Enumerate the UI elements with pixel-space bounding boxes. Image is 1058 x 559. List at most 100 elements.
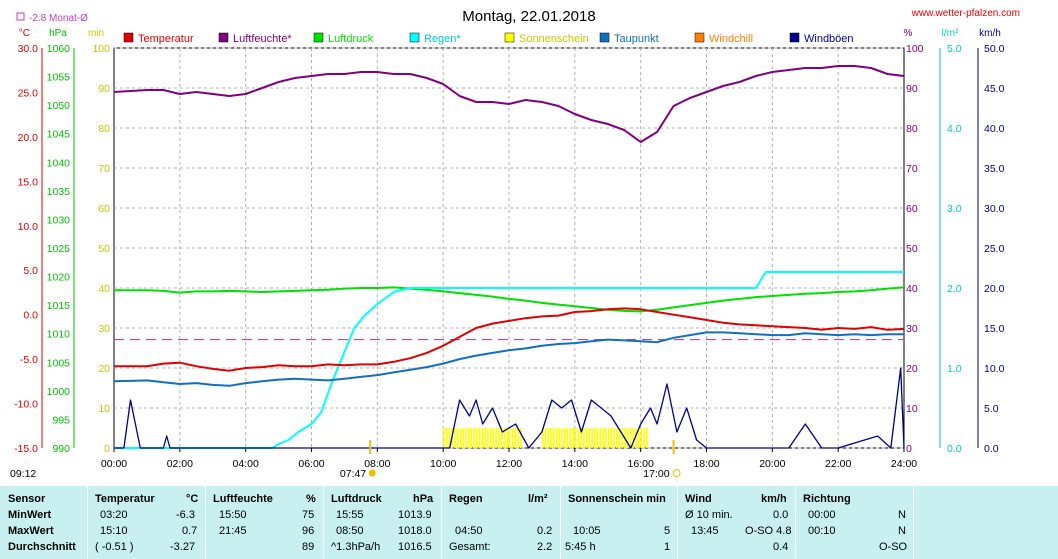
sunshine-bar xyxy=(500,428,503,448)
x-tick-label: 04:00 xyxy=(233,458,259,470)
sun-tick-label: 50 xyxy=(98,243,110,255)
pressure-tick-label: 1055 xyxy=(47,72,71,84)
temp-tick-label: 20.0 xyxy=(18,132,39,144)
avg-temp-extra: ( -0.51 ) xyxy=(95,541,134,553)
legend-label: Luftdruck xyxy=(328,33,374,45)
max-wind-time: 13:45 xyxy=(691,525,719,537)
header-temperature: Temperatur xyxy=(95,493,155,505)
sun-tick-label: 0 xyxy=(104,443,110,455)
min-temp-value: -6.3 xyxy=(176,509,195,521)
max-wind-value: O-SO 4.8 xyxy=(745,525,792,537)
sunshine-bar xyxy=(594,428,596,448)
avg-press-trend: ^1.3hPa/h xyxy=(331,541,381,553)
temp-tick-label: 0.0 xyxy=(23,310,38,322)
x-tick-label: 02:00 xyxy=(167,458,193,470)
sunshine-bar xyxy=(541,428,544,448)
header-sunshine: Sonnenschein min xyxy=(568,493,666,505)
sunshine-bar xyxy=(478,428,481,448)
sun-tick-label: 100 xyxy=(92,43,110,55)
max-rain-value: 0.2 xyxy=(537,525,553,537)
month-avg-label: -2.8 Monat-Ø xyxy=(29,13,88,24)
avg-temp-value: -3.27 xyxy=(170,541,196,553)
temp-tick-label: 10.0 xyxy=(18,221,39,233)
max-temp-value: 0.7 xyxy=(182,525,198,537)
rain-axis-unit: l/m² xyxy=(942,28,959,39)
sun-tick-label: 10 xyxy=(98,403,110,415)
sunshine-bar xyxy=(517,428,519,448)
header-pressure: Luftdruck xyxy=(331,493,382,505)
x-tick-label: 24:00 xyxy=(891,458,917,470)
series-lines xyxy=(113,65,905,449)
legend-swatch xyxy=(599,32,610,43)
wind-tick-label: 50.0 xyxy=(984,43,1005,55)
sun-tick-label: 60 xyxy=(98,203,110,215)
pressure-tick-label: 1015 xyxy=(47,300,71,312)
sunshine-bar xyxy=(637,428,640,448)
legend-swatch xyxy=(409,32,420,43)
humidity-tick-label: 20 xyxy=(906,363,918,375)
max-press-value: 1018.0 xyxy=(398,525,432,537)
pressure-tick-label: 990 xyxy=(52,443,70,455)
source-url[interactable]: www.wetter-pfalzen.com xyxy=(911,8,1020,19)
sunset-time: 17:00 xyxy=(643,468,669,480)
legend-swatch xyxy=(313,32,324,43)
sunshine-bar xyxy=(602,428,604,448)
wind-tick-label: 5.0 xyxy=(984,403,999,415)
sunshine-bar xyxy=(552,428,555,448)
sunshine-bar xyxy=(563,428,566,448)
max-hum-time: 21:45 xyxy=(219,525,247,537)
sunshine-bar xyxy=(629,428,632,448)
humidity-tick-label: 90 xyxy=(906,83,918,95)
pressure-tick-label: 1040 xyxy=(47,157,71,169)
pressure-tick-label: 1000 xyxy=(47,386,71,398)
rain-tick-label: 0.0 xyxy=(947,443,962,455)
x-tick-label: 18:00 xyxy=(693,458,719,470)
sunshine-bar xyxy=(605,428,607,448)
humidity-tick-label: 50 xyxy=(906,243,918,255)
sun-total-hours: 5:45 h xyxy=(565,541,596,553)
sunshine-bar xyxy=(476,428,478,448)
pressure-tick-label: 1010 xyxy=(47,329,71,341)
pressure-line xyxy=(114,286,905,313)
humidity-line xyxy=(113,65,905,143)
sunrise-icon xyxy=(368,469,376,477)
x-tick-label: 00:00 xyxy=(101,458,127,470)
humidity-tick-label: 80 xyxy=(906,123,918,135)
max-dir-value: N xyxy=(898,525,906,537)
sunshine-bar xyxy=(591,428,593,448)
axes: 30.0 25.0 20.0 15.0 10.0 5.0 0.0 -5.0 -10.0 -15.0… xyxy=(14,43,1005,470)
sunshine-bar xyxy=(465,428,467,448)
temp-tick-label: 5.0 xyxy=(23,265,38,277)
sunshine-bar xyxy=(445,428,448,448)
legend-swatch xyxy=(789,32,800,43)
legend-label: Windchill xyxy=(709,33,753,45)
min-wind-time: Ø 10 min. xyxy=(685,509,733,521)
temp-axis-unit: °C xyxy=(19,28,30,39)
temp-tick-label: -15.0 xyxy=(14,443,38,455)
sunrise-time: 07:47 xyxy=(340,468,366,480)
sunshine-bar xyxy=(481,428,484,448)
min-hum-time: 15:50 xyxy=(219,509,247,521)
sunshine-bar xyxy=(509,428,511,448)
wind-tick-label: 35.0 xyxy=(984,163,1005,175)
sunshine-bar xyxy=(643,428,646,448)
sun-markers: 07:47 17:00 09:12 xyxy=(10,440,681,480)
weather-chart: Montag, 22.01.2018 www.wetter-pfalzen.co… xyxy=(10,8,1020,480)
min-press-time: 15:55 xyxy=(336,509,364,521)
sunshine-bar xyxy=(547,428,550,448)
max-sun-time: 10:05 xyxy=(573,525,601,537)
sunshine-bar xyxy=(544,428,547,448)
pressure-tick-label: 1005 xyxy=(47,357,71,369)
dewpoint-line xyxy=(113,331,904,387)
sunshine-bar xyxy=(561,428,563,448)
pressure-tick-label: 1035 xyxy=(47,186,71,198)
sunshine-bar xyxy=(569,428,571,448)
legend-label: Luftfeuchte* xyxy=(233,33,292,45)
sunshine-bar xyxy=(613,428,615,448)
humidity-tick-label: 70 xyxy=(906,163,918,175)
x-tick-label: 14:00 xyxy=(562,458,588,470)
temp-tick-label: -5.0 xyxy=(20,354,38,366)
temperature-line xyxy=(114,307,905,372)
max-temp-time: 15:10 xyxy=(100,525,128,537)
legend-label: Sonnenschein xyxy=(519,33,589,45)
